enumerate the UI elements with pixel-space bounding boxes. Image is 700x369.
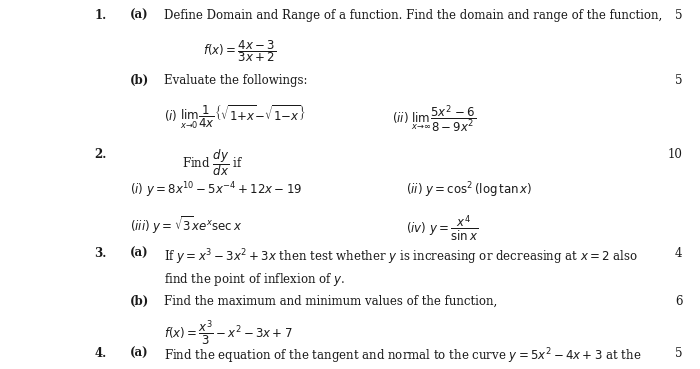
Text: 1.: 1. bbox=[94, 9, 106, 22]
Text: (b): (b) bbox=[130, 295, 148, 308]
Text: (a): (a) bbox=[130, 247, 148, 260]
Text: 5: 5 bbox=[675, 9, 682, 22]
Text: $(i)$ $y = 8x^{10} - 5x^{-4} + 12x - 19$: $(i)$ $y = 8x^{10} - 5x^{-4} + 12x - 19$ bbox=[130, 181, 302, 200]
Text: 5: 5 bbox=[675, 74, 682, 87]
Text: 5: 5 bbox=[675, 347, 682, 360]
Text: $(ii)$ $y = \cos^2(\log \tan x)$: $(ii)$ $y = \cos^2(\log \tan x)$ bbox=[406, 181, 532, 200]
Text: Find the maximum and minimum values of the function,: Find the maximum and minimum values of t… bbox=[164, 295, 498, 308]
Text: Find $\dfrac{dy}{dx}$ if: Find $\dfrac{dy}{dx}$ if bbox=[182, 148, 243, 178]
Text: (a): (a) bbox=[130, 347, 148, 360]
Text: 6: 6 bbox=[675, 295, 682, 308]
Text: $f(x) = \dfrac{x^3}{3} - x^2 - 3x + 7$: $f(x) = \dfrac{x^3}{3} - x^2 - 3x + 7$ bbox=[164, 319, 293, 348]
Text: (a): (a) bbox=[130, 9, 148, 22]
Text: $(ii)$ $\lim_{x \to \infty} \dfrac{5x^2-6}{8-9x^2}$: $(ii)$ $\lim_{x \to \infty} \dfrac{5x^2-… bbox=[392, 103, 477, 135]
Text: $(i)$ $\lim_{x \to 0} \dfrac{1}{4x}\left\{\sqrt{1+x} - \sqrt{1-x}\right\}$: $(i)$ $\lim_{x \to 0} \dfrac{1}{4x}\left… bbox=[164, 103, 307, 131]
Text: $(iv)$ $y = \dfrac{x^4}{\sin x}$: $(iv)$ $y = \dfrac{x^4}{\sin x}$ bbox=[406, 214, 478, 244]
Text: $f(x) = \dfrac{4x-3}{3x+2}$: $f(x) = \dfrac{4x-3}{3x+2}$ bbox=[203, 39, 276, 65]
Text: Find the equation of the tangent and normal to the curve $y = 5x^2 - 4x + 3$ at : Find the equation of the tangent and nor… bbox=[164, 347, 642, 366]
Text: 2.: 2. bbox=[94, 148, 107, 161]
Text: (b): (b) bbox=[130, 74, 148, 87]
Text: $(iii)$ $y = \sqrt{3}xe^x \sec x$: $(iii)$ $y = \sqrt{3}xe^x \sec x$ bbox=[130, 214, 242, 236]
Text: 3.: 3. bbox=[94, 247, 107, 260]
Text: Define Domain and Range of a function. Find the domain and range of the function: Define Domain and Range of a function. F… bbox=[164, 9, 663, 22]
Text: Evaluate the followings:: Evaluate the followings: bbox=[164, 74, 308, 87]
Text: 4.: 4. bbox=[94, 347, 106, 360]
Text: If $y = x^3 - 3x^2 + 3x$ then test whether $y$ is increasing or decreasing at $x: If $y = x^3 - 3x^2 + 3x$ then test wheth… bbox=[164, 247, 638, 267]
Text: 4: 4 bbox=[675, 247, 682, 260]
Text: find the point of inflexion of $y$.: find the point of inflexion of $y$. bbox=[164, 271, 346, 288]
Text: 10: 10 bbox=[668, 148, 682, 161]
